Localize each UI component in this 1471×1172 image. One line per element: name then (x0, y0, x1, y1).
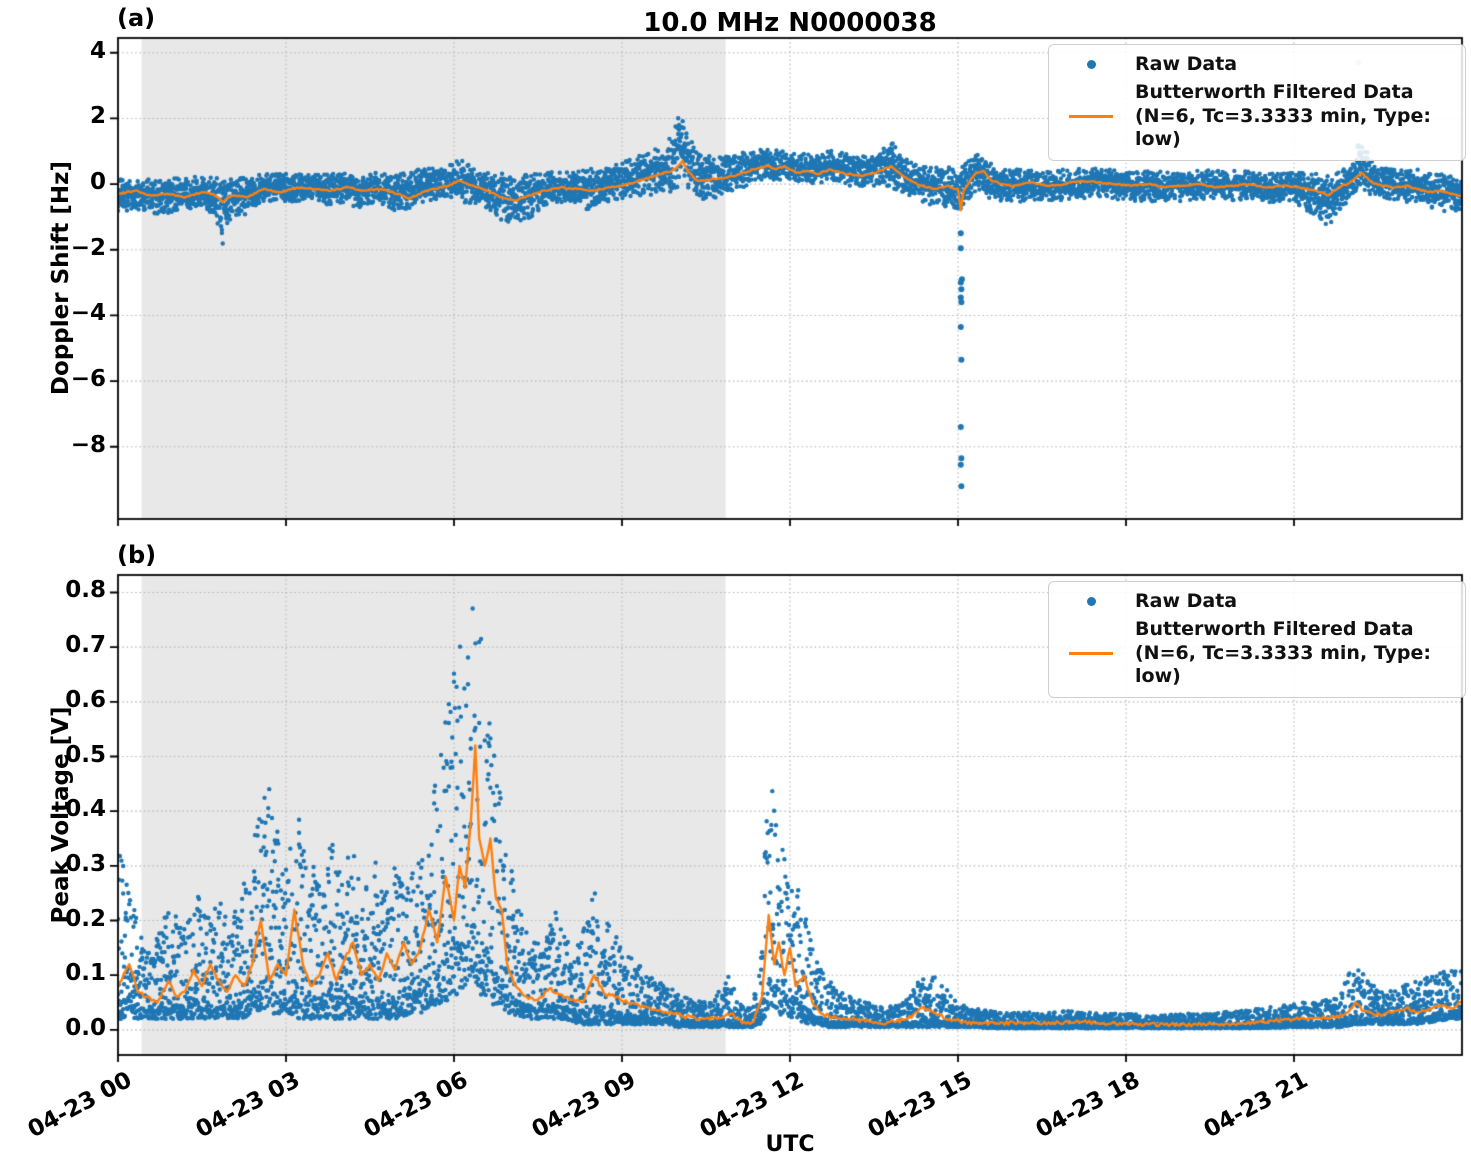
figure-title: 10.0 MHz N0000038 (643, 8, 937, 38)
y-tick-label: 0.4 (65, 796, 106, 823)
legend-item-filtered-data: Butterworth Filtered Data (N=6, Tc=3.333… (1061, 618, 1457, 689)
legend-item-raw-data: Raw Data (1061, 590, 1457, 614)
y-tick-label: 0.2 (65, 905, 106, 932)
y-tick-label: −6 (70, 366, 106, 393)
y-tick-label: 4 (89, 37, 106, 64)
panel-a-y-axis-label: Doppler Shift [Hz] (48, 160, 74, 396)
legend-item-filtered-data: Butterworth Filtered Data (N=6, Tc=3.333… (1061, 81, 1457, 152)
y-tick-label: 0.0 (65, 1014, 106, 1041)
raw-data-marker-icon (1061, 60, 1121, 70)
legend-raw-data-label: Raw Data (1135, 590, 1238, 612)
legend-filtered-data-label: Butterworth Filtered Data (N=6, Tc=3.333… (1135, 80, 1431, 151)
y-tick-label: 0.7 (65, 632, 106, 659)
raw-data-marker-icon (1061, 597, 1121, 607)
y-tick-label: −4 (70, 300, 106, 327)
y-tick-label: 0.3 (65, 850, 106, 877)
panel-a-legend: Raw Data Butterworth Filtered Data (N=6,… (1048, 44, 1466, 161)
x-axis-label: UTC (765, 1132, 815, 1157)
y-tick-label: 0.8 (65, 577, 106, 604)
legend-raw-data-label: Raw Data (1135, 53, 1238, 75)
panel-b-legend: Raw Data Butterworth Filtered Data (N=6,… (1048, 581, 1466, 698)
y-tick-label: 0 (89, 169, 106, 196)
panel-b-label: (b) (117, 541, 157, 569)
y-tick-label: 2 (89, 103, 106, 130)
filtered-line-marker-icon (1061, 114, 1121, 119)
y-tick-label: −2 (70, 234, 106, 261)
legend-item-raw-data: Raw Data (1061, 53, 1457, 77)
y-tick-label: 0.5 (65, 741, 106, 768)
y-tick-label: 0.6 (65, 686, 106, 713)
filtered-line-marker-icon (1061, 651, 1121, 656)
panel-a-label: (a) (117, 4, 156, 32)
y-tick-label: −8 (70, 431, 106, 458)
legend-filtered-data-label: Butterworth Filtered Data (N=6, Tc=3.333… (1135, 617, 1431, 688)
y-tick-label: 0.1 (65, 960, 106, 987)
